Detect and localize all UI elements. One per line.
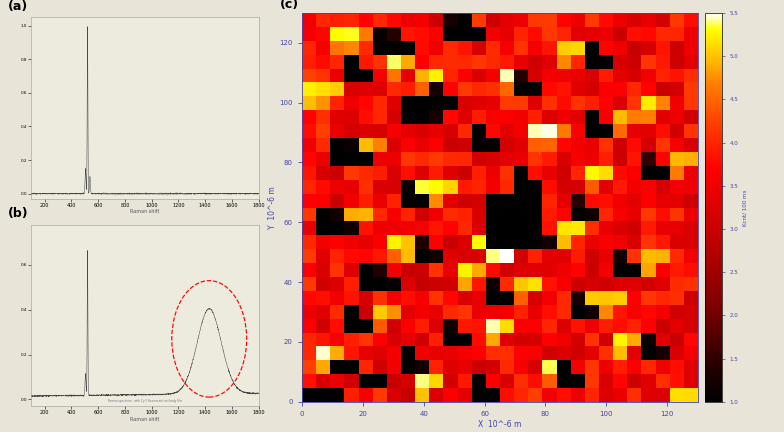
Text: (c): (c) [280, 0, 299, 11]
Y-axis label: Kcnt/ 100 ms: Kcnt/ 100 ms [742, 189, 748, 226]
X-axis label: Raman shift: Raman shift [130, 209, 160, 214]
Y-axis label: Y  10^-6 m: Y 10^-6 m [267, 186, 277, 229]
X-axis label: X  10^-6 m: X 10^-6 m [478, 419, 521, 429]
Text: Raman spectrum : with Cy-5 fluorescent antibody film: Raman spectrum : with Cy-5 fluorescent a… [108, 400, 182, 403]
Text: (b): (b) [8, 207, 28, 220]
Text: (a): (a) [8, 0, 28, 13]
Text: Raman spectrum : bare Si, no film, no antibody, 1 mW, 1 sec: Raman spectrum : bare Si, no film, no an… [103, 192, 187, 196]
X-axis label: Raman shift: Raman shift [130, 416, 160, 422]
